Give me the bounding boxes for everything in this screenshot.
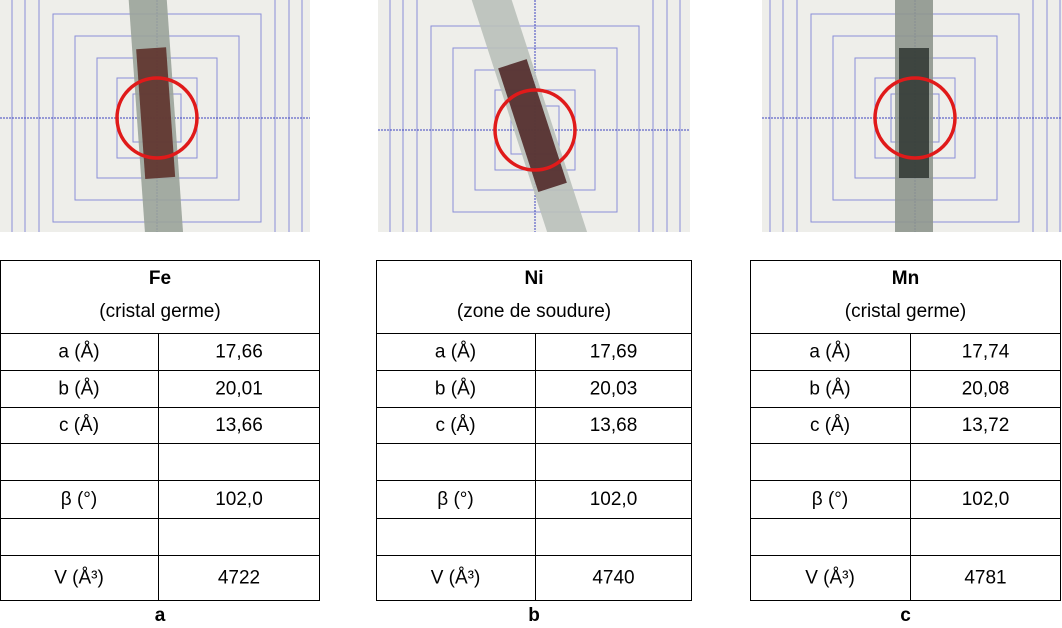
target-circle [493,88,577,172]
element-note: (cristal germe) [99,301,220,322]
target-circle [115,76,199,160]
param-label: β (°) [812,489,848,510]
param-label: V (Å³) [431,568,481,589]
param-label: c (Å) [435,415,475,436]
param-label: V (Å³) [54,568,104,589]
panel-caption: b [528,605,540,626]
panel-caption: a [155,605,166,626]
table-border [376,260,692,601]
param-value: 13,68 [590,415,638,436]
crystal [469,0,593,232]
crystal [895,0,933,232]
photo [0,0,310,232]
table-border [750,260,1061,601]
element-name: Ni [525,268,544,289]
param-value: 20,01 [215,379,263,400]
param-label: a (Å) [809,342,850,363]
param-value: 17,74 [962,342,1010,363]
param-label: β (°) [61,489,97,510]
param-label: b (Å) [58,379,99,400]
param-label: a (Å) [58,342,99,363]
param-value: 20,08 [962,379,1010,400]
param-value: 102,0 [215,489,263,510]
element-name: Fe [149,268,171,289]
crystal-core [498,59,567,193]
element-name: Mn [892,268,919,289]
param-value: 20,03 [590,379,638,400]
element-note: (cristal germe) [845,301,966,322]
table-border [0,260,320,601]
param-label: b (Å) [809,379,850,400]
param-value: 4781 [964,568,1006,589]
param-value: 102,0 [590,489,638,510]
param-label: c (Å) [810,415,850,436]
param-label: c (Å) [59,415,99,436]
param-value: 17,66 [215,342,263,363]
param-label: V (Å³) [805,568,855,589]
param-value: 4722 [218,568,260,589]
param-value: 13,72 [962,415,1010,436]
target-circle [873,76,957,160]
element-note: (zone de soudure) [457,301,611,322]
param-label: a (Å) [435,342,476,363]
param-value: 17,69 [590,342,638,363]
param-label: b (Å) [435,379,476,400]
photo [762,0,1062,232]
param-value: 13,66 [215,415,263,436]
param-value: 4740 [592,568,634,589]
param-label: β (°) [437,489,473,510]
param-value: 102,0 [962,489,1010,510]
photo [378,0,690,232]
panel-caption: c [900,605,911,626]
